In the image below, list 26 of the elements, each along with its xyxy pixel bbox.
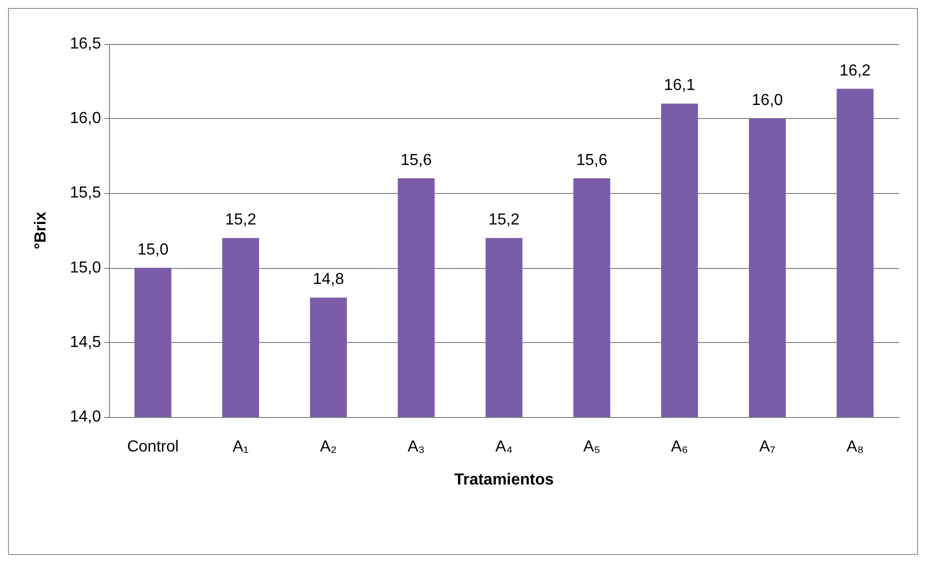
data-label: 15,6 <box>576 152 608 169</box>
data-label: 16,1 <box>664 77 696 94</box>
x-tick-label: A₁ <box>232 438 249 456</box>
y-tick-label: 16,0 <box>70 110 102 128</box>
data-label: 16,2 <box>840 62 871 80</box>
data-label: 15,0 <box>137 241 169 258</box>
x-tick-label: Control <box>127 438 179 456</box>
data-label: 15,2 <box>225 211 256 228</box>
x-tick-label: A₇ <box>759 438 776 456</box>
y-tick-label: 15,5 <box>70 184 102 202</box>
y-tick-label: 16,5 <box>70 36 102 52</box>
y-axis-title: °Brix <box>32 212 50 250</box>
x-tick-label: A₅ <box>583 438 600 456</box>
data-label: 15,2 <box>488 211 520 228</box>
data-label: 16,0 <box>752 92 784 110</box>
x-axis-title: Tratamientos <box>454 472 554 488</box>
x-tick-label: A₈ <box>846 438 864 456</box>
x-tick-label: A₄ <box>495 438 513 456</box>
x-tick-label: A₆ <box>670 438 688 456</box>
x-tick-label: A₃ <box>408 438 425 456</box>
y-tick-label: 15,0 <box>70 259 102 276</box>
data-label: 15,6 <box>400 152 432 169</box>
y-tick-label: 14,5 <box>70 334 102 351</box>
y-tick-label: 14,0 <box>70 408 102 426</box>
x-tick-label: A₂ <box>320 438 337 456</box>
data-label: 14,8 <box>312 271 344 288</box>
